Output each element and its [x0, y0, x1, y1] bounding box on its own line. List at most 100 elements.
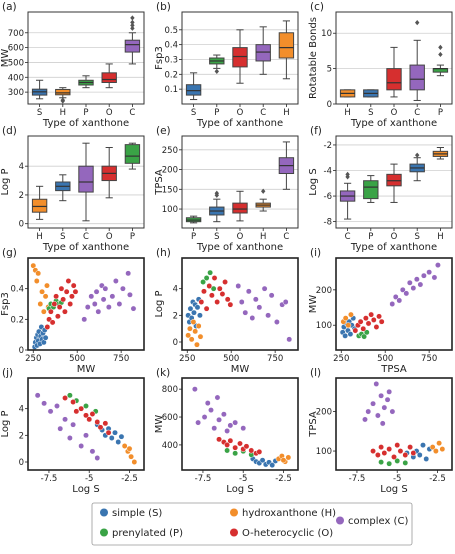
point	[89, 448, 96, 455]
point	[370, 448, 377, 454]
point	[386, 388, 393, 395]
y-axis-label: Rotatable Bonds	[308, 17, 319, 99]
y-axis-label: TPSA	[154, 169, 165, 196]
flier	[130, 25, 135, 31]
x-tick-label: C	[83, 232, 89, 242]
box-C	[339, 171, 356, 220]
point	[72, 288, 79, 295]
point	[396, 297, 403, 304]
point	[259, 457, 266, 464]
scatter-panel: 400 600 800 -7.5 -5 -2.5 Log S MW (k)	[154, 367, 299, 495]
y-tick-label: 0.5	[164, 26, 178, 36]
series-O	[352, 311, 385, 334]
point	[119, 285, 126, 292]
point	[392, 293, 399, 300]
plot-frame	[27, 11, 145, 105]
box-S	[185, 72, 202, 101]
legend-label: simple (S)	[112, 508, 162, 519]
box-C	[255, 26, 271, 75]
legend-label: prenylated (P)	[112, 528, 183, 539]
point	[56, 304, 63, 311]
point	[365, 320, 372, 327]
point	[370, 316, 377, 323]
y-tick-label: 400	[8, 73, 24, 83]
point	[370, 400, 377, 407]
point	[185, 332, 192, 339]
box-C	[278, 141, 295, 190]
point	[227, 301, 234, 308]
x-tick-label: -7.5	[349, 474, 366, 484]
scatter-panel: 0 0.2 0.4 250 500 750 MW Fsp3 (g)	[0, 247, 145, 375]
point	[365, 408, 372, 415]
box-H	[339, 89, 356, 98]
x-axis-label: Log S	[72, 484, 99, 495]
point	[227, 437, 234, 444]
box-H	[31, 185, 48, 220]
legend-label: hydroxanthone (H)	[242, 508, 336, 519]
point	[62, 416, 69, 423]
x-axis-label: Type of xanthone	[350, 118, 437, 129]
flier	[130, 22, 135, 28]
point	[54, 313, 61, 320]
point	[88, 293, 95, 300]
x-tick-label: O	[237, 108, 244, 118]
flier	[345, 171, 350, 177]
point	[420, 442, 426, 449]
point	[118, 433, 125, 440]
point	[286, 336, 293, 343]
point	[37, 301, 44, 307]
point	[86, 416, 93, 423]
point	[34, 392, 41, 399]
x-tick-label: 250	[333, 354, 349, 364]
point	[94, 419, 101, 425]
y-tick-label: 0.4	[10, 285, 24, 295]
point	[256, 448, 263, 455]
point	[89, 411, 96, 417]
series-O	[44, 278, 79, 330]
point	[432, 448, 439, 454]
point	[190, 319, 197, 325]
plot-frame	[335, 135, 453, 229]
y-tick-label: 800	[162, 385, 178, 395]
point	[193, 341, 200, 348]
box-body	[185, 84, 202, 96]
point	[216, 285, 223, 292]
point	[188, 336, 195, 343]
point	[374, 412, 381, 419]
x-tick-label: -5	[85, 474, 93, 484]
point	[105, 304, 112, 311]
x-axis-label: Log S	[226, 484, 253, 495]
series-C	[81, 270, 137, 323]
point	[95, 308, 102, 315]
point	[128, 453, 135, 460]
series-H	[185, 319, 204, 348]
x-tick-label: O	[391, 232, 398, 242]
point	[198, 299, 205, 305]
plot-area	[182, 378, 298, 470]
point	[386, 460, 393, 467]
y-axis-label: Log P	[0, 410, 11, 437]
box-O	[232, 190, 248, 222]
box-S	[409, 152, 425, 182]
box-C	[124, 15, 141, 65]
y-tick-label: 0.1	[164, 85, 178, 95]
point	[224, 428, 231, 434]
point	[361, 333, 368, 340]
legend-marker	[100, 508, 108, 517]
legend-item-C: complex (C)	[336, 516, 408, 527]
x-tick-label: C	[129, 108, 135, 118]
point	[384, 396, 391, 403]
box-body	[55, 88, 71, 96]
point	[368, 311, 375, 318]
point	[269, 462, 276, 469]
point	[195, 419, 202, 426]
point	[379, 420, 386, 427]
x-tick-label: S	[191, 108, 196, 118]
x-axis-label: Type of xanthone	[42, 118, 129, 129]
point	[235, 283, 242, 289]
scatter-panel: 100 200 250 500 750 TPSA MW (i)	[308, 247, 453, 375]
x-tick-label: S	[368, 108, 373, 118]
y-axis-label: Log S	[308, 168, 319, 195]
